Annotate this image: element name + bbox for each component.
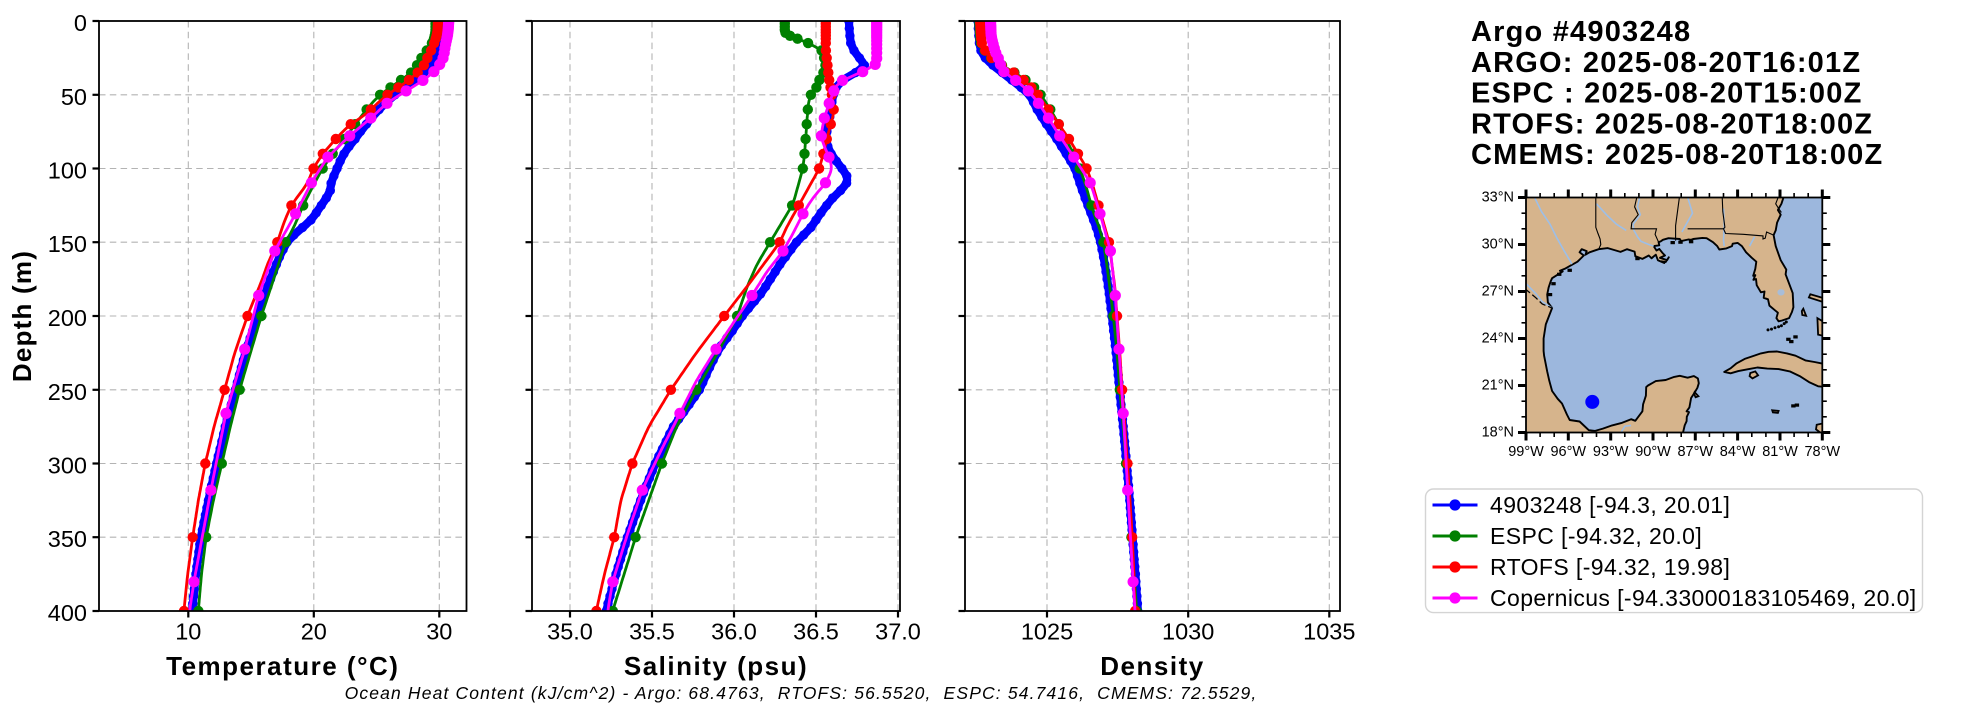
svg-text:93°W: 93°W bbox=[1593, 444, 1629, 460]
svg-text:84°W: 84°W bbox=[1720, 444, 1756, 460]
svg-text:Copernicus [-94.33000183105469: Copernicus [-94.33000183105469, 20.0] bbox=[1490, 585, 1917, 611]
svg-text:35.5: 35.5 bbox=[629, 619, 675, 645]
svg-text:ESPC : 2025-08-20T15:00Z: ESPC : 2025-08-20T15:00Z bbox=[1471, 78, 1862, 110]
svg-text:10: 10 bbox=[175, 619, 201, 645]
svg-text:CMEMS: 2025-08-20T18:00Z: CMEMS: 2025-08-20T18:00Z bbox=[1471, 139, 1883, 171]
svg-text:Ocean Heat Content (kJ/cm^2) -: Ocean Heat Content (kJ/cm^2) - Argo: 68.… bbox=[345, 683, 1258, 703]
svg-text:1025: 1025 bbox=[1021, 619, 1073, 645]
svg-text:Argo #4903248: Argo #4903248 bbox=[1471, 16, 1691, 48]
svg-text:96°W: 96°W bbox=[1550, 444, 1586, 460]
svg-text:27°N: 27°N bbox=[1482, 284, 1514, 300]
svg-text:50: 50 bbox=[61, 84, 87, 110]
svg-text:ARGO: 2025-08-20T16:01Z: ARGO: 2025-08-20T16:01Z bbox=[1471, 47, 1861, 79]
svg-text:150: 150 bbox=[48, 231, 87, 257]
svg-text:78°W: 78°W bbox=[1804, 444, 1840, 460]
svg-text:Density: Density bbox=[1100, 651, 1204, 681]
svg-text:36.0: 36.0 bbox=[711, 619, 757, 645]
svg-text:4903248 [-94.3, 20.01]: 4903248 [-94.3, 20.01] bbox=[1490, 492, 1730, 518]
svg-text:20: 20 bbox=[301, 619, 327, 645]
svg-text:21°N: 21°N bbox=[1482, 378, 1514, 394]
svg-text:RTOFS: 2025-08-20T18:00Z: RTOFS: 2025-08-20T18:00Z bbox=[1471, 108, 1873, 140]
svg-text:Salinity (psu): Salinity (psu) bbox=[624, 651, 808, 681]
svg-text:90°W: 90°W bbox=[1635, 444, 1671, 460]
svg-text:Depth (m): Depth (m) bbox=[7, 250, 37, 382]
svg-text:24°N: 24°N bbox=[1482, 331, 1514, 347]
svg-text:200: 200 bbox=[48, 305, 87, 331]
svg-text:100: 100 bbox=[48, 158, 87, 184]
svg-text:30°N: 30°N bbox=[1482, 237, 1514, 253]
svg-text:30: 30 bbox=[426, 619, 452, 645]
svg-text:18°N: 18°N bbox=[1482, 425, 1514, 441]
svg-text:81°W: 81°W bbox=[1762, 444, 1798, 460]
svg-text:350: 350 bbox=[48, 526, 87, 552]
svg-text:36.5: 36.5 bbox=[793, 619, 839, 645]
svg-text:37.0: 37.0 bbox=[875, 619, 921, 645]
svg-text:1030: 1030 bbox=[1162, 619, 1214, 645]
svg-text:RTOFS [-94.32, 19.98]: RTOFS [-94.32, 19.98] bbox=[1490, 554, 1730, 580]
svg-text:1035: 1035 bbox=[1303, 619, 1355, 645]
svg-text:250: 250 bbox=[48, 379, 87, 405]
svg-text:ESPC [-94.32, 20.0]: ESPC [-94.32, 20.0] bbox=[1490, 523, 1702, 549]
svg-text:35.0: 35.0 bbox=[547, 619, 593, 645]
svg-text:33°N: 33°N bbox=[1482, 190, 1514, 206]
svg-text:400: 400 bbox=[48, 600, 87, 626]
svg-text:Temperature (°C): Temperature (°C) bbox=[166, 651, 399, 681]
svg-text:99°W: 99°W bbox=[1508, 444, 1544, 460]
svg-text:0: 0 bbox=[74, 10, 87, 36]
svg-text:87°W: 87°W bbox=[1677, 444, 1713, 460]
svg-text:300: 300 bbox=[48, 453, 87, 479]
